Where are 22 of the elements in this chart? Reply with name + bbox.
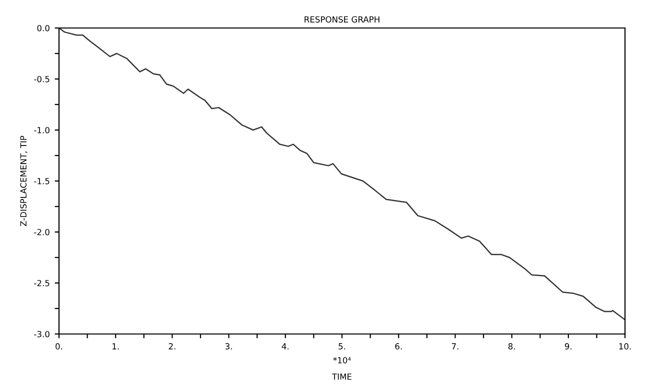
- y-tick-label: -0.5: [34, 76, 50, 82]
- x-tick-label: 8.: [508, 343, 515, 350]
- y-tick-label: -1.0: [34, 126, 50, 134]
- x-axis-title: TIME: [332, 374, 352, 380]
- x-tick-label: 0.: [56, 343, 62, 350]
- x-tick-label: 4.: [282, 343, 288, 350]
- x-tick-label: 1.: [112, 343, 119, 350]
- x-tick-label: 6.: [395, 343, 402, 350]
- y-tick-label: -3.0: [34, 330, 50, 338]
- x-tick-label: 9.: [564, 343, 572, 350]
- text: *10⁴: [333, 357, 351, 364]
- y-tick-label: 0.0: [37, 24, 50, 32]
- x-tick-label: 5.: [338, 343, 346, 350]
- chart-title: RESPONSE GRAPH: [304, 16, 380, 23]
- y-tick-label: -2.0: [34, 228, 50, 236]
- y-tick-label: -2.5: [34, 280, 50, 286]
- y-axis-title: Z-DISPLACEMENT, TIP: [20, 136, 28, 226]
- y-tick-label: -1.5: [34, 178, 50, 184]
- x-tick-label: 10.: [619, 343, 631, 350]
- x-tick-label: 3.: [225, 343, 232, 350]
- x-tick-label: 2.: [168, 343, 176, 350]
- x-tick-label: 7.: [452, 343, 458, 350]
